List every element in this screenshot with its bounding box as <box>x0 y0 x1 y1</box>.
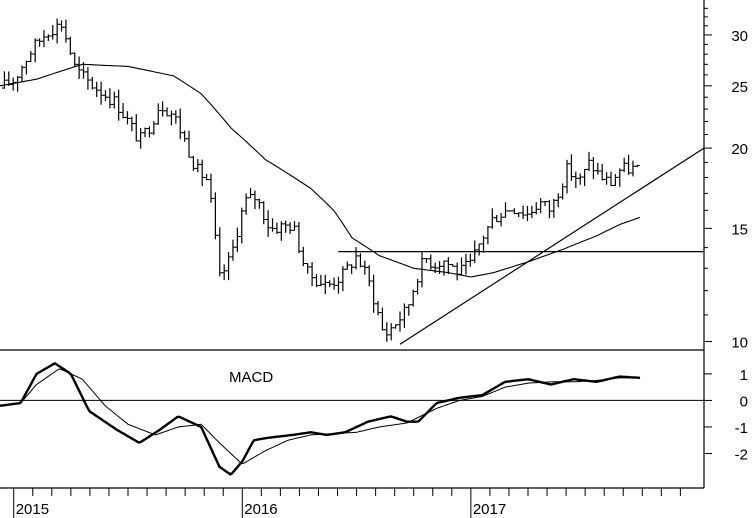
trendline <box>399 147 705 345</box>
price-tick-label: 15 <box>731 221 748 238</box>
macd-tick-label: -1 <box>735 420 748 437</box>
moving-average-line <box>0 63 641 278</box>
macd-tick-label: 1 <box>740 367 748 384</box>
price-axis: 30 25 20 15 10 <box>704 7 748 352</box>
price-panel: 30 25 20 15 10 <box>0 7 748 352</box>
macd-panel: MACD 1 0 -1 -2 <box>0 362 748 476</box>
macd-tick-label: -2 <box>735 447 748 464</box>
price-tick-label: 10 <box>731 335 748 352</box>
price-tick-label: 30 <box>731 28 748 45</box>
price-tick-label: 25 <box>731 79 748 96</box>
year-label: 2016 <box>244 501 277 518</box>
price-tick-label: 20 <box>731 141 748 158</box>
macd-line <box>0 362 641 476</box>
macd-axis: 1 0 -1 -2 <box>704 367 748 464</box>
macd-label: MACD <box>229 369 273 386</box>
macd-tick-label: 0 <box>740 393 748 410</box>
ohlc-bars <box>1 18 640 342</box>
year-label: 2017 <box>473 501 506 518</box>
signal-line <box>0 368 640 465</box>
x-axis: 2015 2016 2017 <box>13 488 681 518</box>
year-label: 2015 <box>16 501 49 518</box>
